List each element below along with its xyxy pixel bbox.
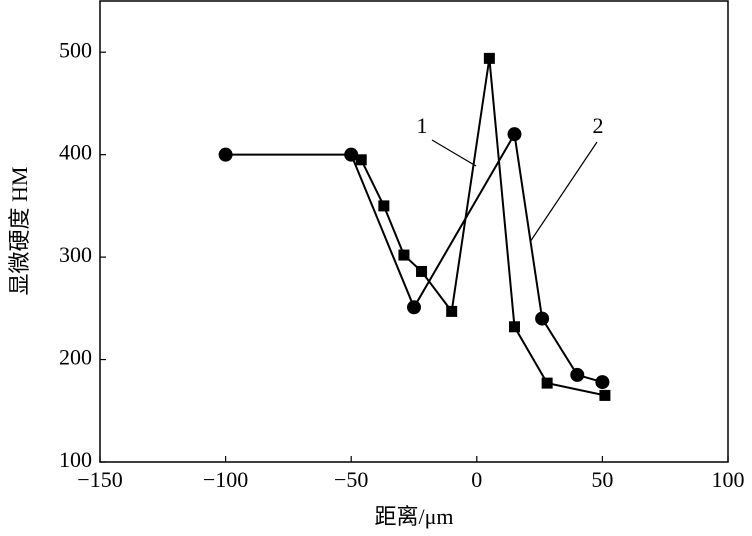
series-line — [225, 131, 603, 384]
marker — [570, 367, 585, 382]
marker — [407, 300, 421, 315]
x-tick-label: 100 — [712, 467, 745, 492]
marker — [508, 321, 520, 333]
marker — [416, 265, 428, 277]
x-tick-label: −50 — [334, 467, 368, 492]
marker — [507, 127, 522, 142]
y-tick-label: 500 — [59, 37, 92, 62]
marker — [378, 200, 390, 212]
y-tick-label: 200 — [59, 345, 92, 370]
series-label: 2 — [593, 113, 604, 138]
marker — [535, 311, 550, 326]
series-label: 1 — [417, 113, 428, 138]
marker — [599, 389, 611, 401]
marker — [595, 375, 610, 390]
x-tick-label: −150 — [77, 467, 122, 492]
marker — [398, 249, 410, 261]
leader-line — [529, 141, 598, 243]
plot-frame — [99, 0, 729, 463]
series-line — [360, 58, 606, 397]
marker — [446, 305, 458, 317]
marker — [218, 147, 233, 162]
y-tick-label: 300 — [59, 242, 92, 267]
leader-line — [431, 139, 477, 167]
y-axis-label: 显微硬度 HM — [7, 167, 32, 296]
marker — [483, 52, 495, 64]
y-tick-label: 400 — [59, 140, 92, 165]
x-tick-label: −100 — [203, 467, 248, 492]
marker — [541, 377, 553, 389]
marker — [344, 147, 359, 162]
x-tick-label: 0 — [471, 467, 482, 492]
x-tick-label: 50 — [591, 467, 613, 492]
marker — [355, 154, 367, 166]
y-tick-label: 100 — [59, 447, 92, 472]
x-axis-label: 距离/μm — [374, 504, 453, 529]
